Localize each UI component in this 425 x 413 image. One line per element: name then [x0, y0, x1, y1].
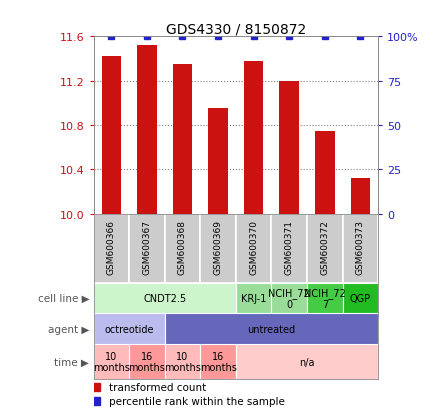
Bar	[236, 283, 272, 313]
Bar	[164, 344, 200, 380]
Bar	[272, 283, 307, 313]
Text: CNDT2.5: CNDT2.5	[143, 293, 186, 303]
Title: GDS4330 / 8150872: GDS4330 / 8150872	[166, 22, 306, 36]
Bar	[280, 81, 299, 214]
Bar	[272, 214, 307, 283]
Text: agent ▶: agent ▶	[48, 324, 89, 334]
Text: percentile rank within the sample: percentile rank within the sample	[109, 396, 285, 406]
Text: GSM600371: GSM600371	[285, 220, 294, 275]
Text: time ▶: time ▶	[54, 357, 89, 367]
Text: 16
months: 16 months	[128, 351, 165, 373]
Bar	[200, 214, 236, 283]
Text: cell line ▶: cell line ▶	[38, 293, 89, 303]
Bar	[129, 214, 164, 283]
Text: NCIH_72
7: NCIH_72 7	[304, 287, 346, 309]
Text: GSM600368: GSM600368	[178, 220, 187, 275]
Text: GSM600369: GSM600369	[214, 220, 223, 275]
Bar	[315, 131, 334, 214]
Bar	[94, 344, 129, 380]
Text: 16
months: 16 months	[200, 351, 237, 373]
Bar	[351, 179, 370, 214]
Bar	[94, 214, 129, 283]
Bar	[244, 62, 264, 214]
Text: 10
months: 10 months	[93, 351, 130, 373]
Bar	[208, 109, 228, 214]
Bar	[307, 283, 343, 313]
Bar	[307, 214, 343, 283]
Bar	[164, 313, 378, 344]
Text: untreated: untreated	[247, 324, 295, 334]
Text: transformed count: transformed count	[109, 382, 207, 392]
Bar	[129, 344, 164, 380]
Text: GSM600370: GSM600370	[249, 220, 258, 275]
Text: KRJ-1: KRJ-1	[241, 293, 266, 303]
Bar	[236, 344, 378, 380]
Text: GSM600367: GSM600367	[142, 220, 151, 275]
Bar	[343, 283, 378, 313]
Bar	[137, 46, 157, 214]
Text: NCIH_72
0: NCIH_72 0	[269, 287, 310, 309]
Text: n/a: n/a	[299, 357, 315, 367]
Text: 10
months: 10 months	[164, 351, 201, 373]
Text: octreotide: octreotide	[105, 324, 154, 334]
Bar	[164, 214, 200, 283]
Bar	[173, 65, 192, 214]
Text: GSM600372: GSM600372	[320, 220, 329, 275]
Text: QGP: QGP	[350, 293, 371, 303]
Text: GSM600366: GSM600366	[107, 220, 116, 275]
Bar	[94, 313, 164, 344]
Text: GSM600373: GSM600373	[356, 220, 365, 275]
Bar	[343, 214, 378, 283]
Bar	[236, 214, 272, 283]
Bar	[200, 344, 236, 380]
Bar	[102, 57, 121, 214]
Bar	[94, 283, 236, 313]
